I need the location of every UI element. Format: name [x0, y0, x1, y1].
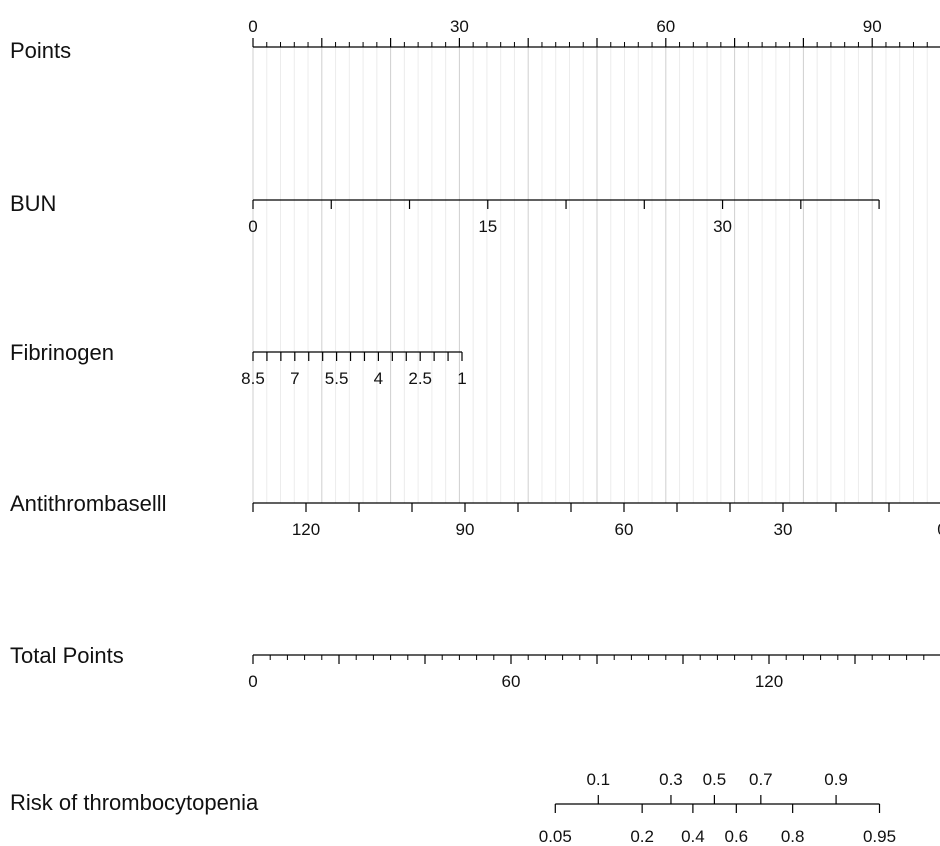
- row-label-total-points: Total Points: [10, 643, 124, 668]
- tick-label: 5.5: [325, 369, 349, 388]
- scale-3: [252, 502, 940, 512]
- row-label-bun: BUN: [10, 191, 57, 216]
- scale-4: [252, 654, 940, 664]
- tick-label: 0.3: [659, 770, 683, 789]
- tick-label: 4: [374, 369, 383, 388]
- tick-label: 0.95: [863, 827, 896, 846]
- row-label-points: Points: [10, 38, 72, 63]
- tick-label: 0: [248, 217, 257, 236]
- tick-label: 120: [292, 520, 320, 539]
- scale-1: [252, 199, 880, 209]
- vertical-gridlines: [252, 47, 928, 503]
- row-label-fibrinogen: Fibrinogen: [10, 340, 114, 365]
- tick-label: 15: [478, 217, 497, 236]
- row-label-risk: Risk of thrombocytopenia: [10, 790, 259, 815]
- tick-label: 0.05: [539, 827, 572, 846]
- tick-label: 0.4: [681, 827, 705, 846]
- tick-label: 30: [713, 217, 732, 236]
- scale-2: [252, 351, 463, 361]
- tick-label: 0.9: [824, 770, 848, 789]
- tick-label: 7: [290, 369, 299, 388]
- tick-label: 0.2: [630, 827, 654, 846]
- risk-scale: [554, 795, 881, 813]
- tick-label: 90: [863, 17, 882, 36]
- tick-label: 0.5: [703, 770, 727, 789]
- tick-label: 60: [615, 520, 634, 539]
- tick-label: 0.8: [781, 827, 805, 846]
- row-label-antithrombase: Antithrombaselll: [10, 491, 167, 516]
- tick-label: 8.5: [241, 369, 265, 388]
- tick-label: 0: [248, 17, 257, 36]
- tick-label: 0: [937, 520, 940, 539]
- tick-label: 0: [248, 672, 257, 691]
- tick-label: 2.5: [408, 369, 432, 388]
- tick-label: 0.7: [749, 770, 773, 789]
- tick-label: 30: [774, 520, 793, 539]
- tick-label: 60: [656, 17, 675, 36]
- tick-label: 30: [450, 17, 469, 36]
- tick-label: 1: [457, 369, 466, 388]
- scale-0: [252, 38, 940, 48]
- tick-label: 120: [755, 672, 783, 691]
- tick-label: 0.1: [586, 770, 610, 789]
- tick-label: 90: [456, 520, 475, 539]
- tick-label: 60: [502, 672, 521, 691]
- tick-label: 0.6: [724, 827, 748, 846]
